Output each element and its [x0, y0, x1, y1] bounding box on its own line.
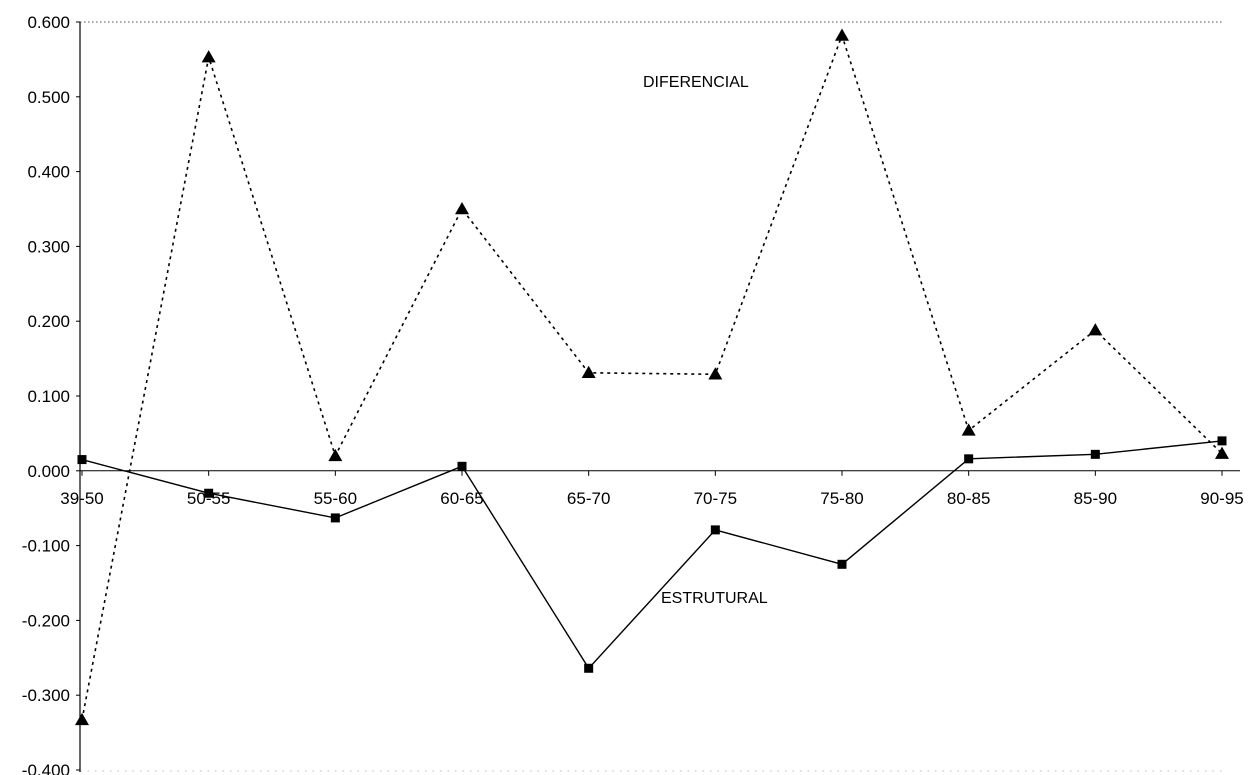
data-point-diferencial — [1215, 446, 1229, 459]
x-tick-label: 80-85 — [947, 489, 990, 508]
axes — [76, 21, 1240, 772]
data-point-estrutural — [457, 461, 467, 471]
y-tick-label: 0.100 — [27, 387, 70, 406]
data-point-estrutural — [204, 488, 214, 498]
data-point-diferencial — [1088, 323, 1103, 336]
x-tick-label: 75-80 — [820, 489, 863, 508]
data-point-estrutural — [584, 663, 594, 673]
x-tick-label: 70-75 — [694, 489, 737, 508]
y-tick-label: 0.300 — [27, 237, 70, 256]
y-tick-label: -0.200 — [22, 611, 70, 630]
y-tick-label: -0.100 — [22, 537, 70, 556]
x-tick-label: 50-55 — [187, 489, 230, 508]
series-line-diferencial — [81, 33, 1223, 721]
data-point-diferencial — [961, 423, 976, 436]
y-tick-label: 0.200 — [27, 312, 70, 331]
data-point-diferencial — [455, 202, 469, 215]
data-point-diferencial — [201, 50, 216, 63]
data-point-estrutural — [837, 559, 847, 569]
data-point-estrutural — [330, 513, 340, 523]
x-tick-label: 60-65 — [440, 489, 483, 508]
y-tick-label: -0.300 — [22, 686, 70, 705]
y-tick-label: 0.400 — [27, 163, 70, 182]
y-axis-tick-labels: 0.600 0.500 0.400 0.300 0.200 0.100 0.000 -0.10… — [22, 13, 70, 775]
y-tick-label: 0.000 — [27, 462, 70, 481]
data-point-diferencial — [581, 365, 596, 379]
data-point-estrutural — [1090, 449, 1100, 459]
x-tick-label: 55-60 — [314, 489, 357, 508]
top-gridline — [80, 21, 1222, 772]
series-labels: DIFERENCIAL ESTRUTURAL — [643, 74, 768, 607]
series-lines — [81, 33, 1223, 721]
y-tick-label: 0.600 — [27, 13, 70, 32]
data-point-estrutural — [710, 525, 720, 535]
data-point-diferencial — [708, 367, 723, 380]
data-point-diferencial — [835, 28, 849, 41]
data-point-diferencial — [75, 712, 89, 726]
x-tick-label: 85-90 — [1074, 489, 1117, 508]
x-axis-tick-labels: 39-50 50-55 55-60 60-65 65-70 70-75 75-80 80-85… — [60, 489, 1243, 508]
data-point-estrutural — [77, 455, 87, 465]
x-tick-label: 39-50 — [60, 489, 103, 508]
y-tick-label: 0.500 — [27, 88, 70, 107]
series-markers — [75, 28, 1229, 726]
data-point-diferencial — [328, 448, 343, 462]
series-label-diferencial: DIFERENCIAL — [643, 74, 749, 91]
series-line-estrutural — [81, 440, 1223, 670]
series-label-estrutural: ESTRUTURAL — [661, 590, 768, 607]
y-tick-label: -0.400 — [22, 761, 70, 775]
x-tick-label: 90-95 — [1200, 489, 1243, 508]
data-point-estrutural — [1217, 436, 1227, 446]
data-point-estrutural — [964, 454, 974, 464]
x-tick-label: 65-70 — [567, 489, 610, 508]
